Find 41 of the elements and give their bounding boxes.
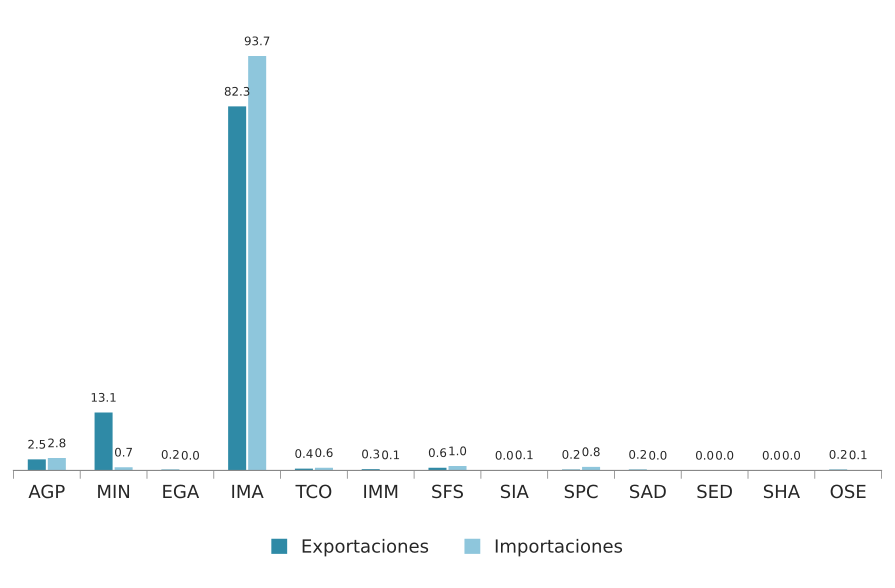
data-label: 0.8	[582, 447, 600, 456]
legend-label: Exportaciones	[302, 538, 428, 556]
x-tick-label: IMA	[232, 484, 264, 498]
data-label: 0.6	[315, 448, 333, 458]
data-label: 0.0	[182, 450, 199, 460]
data-label: 0.4	[295, 449, 313, 458]
x-tick-label: TCO	[295, 484, 332, 498]
data-label: 82.3	[224, 86, 250, 96]
x-tick-label: AGP	[28, 484, 65, 498]
x-tick-label: SAD	[630, 484, 666, 498]
data-label: 0.1	[382, 450, 400, 460]
data-label: 0.2	[162, 450, 179, 459]
data-label: 0.2	[830, 450, 846, 459]
data-label: 0.0	[782, 450, 800, 460]
data-label: 0.0	[496, 450, 513, 460]
x-tick-label: SFS	[432, 484, 463, 498]
data-label: 0.0	[696, 450, 714, 460]
x-tick-label: SIA	[500, 484, 529, 498]
data-label: 93.7	[244, 36, 270, 46]
data-label: 0.2	[629, 450, 646, 459]
data-label: 0.1	[516, 450, 533, 460]
x-tick-label: OSE	[830, 484, 866, 498]
x-tick-label: EGA	[163, 484, 200, 498]
data-label: 0.0	[649, 450, 666, 460]
data-label: 0.0	[762, 450, 780, 460]
x-tick-label: IMM	[364, 484, 398, 498]
x-tick-label: SHA	[764, 484, 800, 498]
x-tick-label: SED	[697, 484, 732, 498]
data-label: 0.7	[115, 448, 132, 457]
legend-label: Importaciones	[496, 538, 622, 556]
data-label: 0.3	[362, 450, 380, 458]
data-label: 1.0	[449, 446, 466, 456]
data-label: 13.1	[92, 392, 116, 402]
data-label: 0.0	[716, 450, 734, 460]
data-label: 2.5	[28, 440, 46, 449]
data-label: 0.1	[850, 450, 866, 460]
data-label: 2.8	[48, 438, 66, 448]
data-label: 0.6	[428, 448, 446, 458]
x-tick-label: SPC	[564, 484, 598, 498]
x-tick-label: MIN	[98, 484, 130, 498]
data-label: 0.2	[562, 450, 580, 459]
